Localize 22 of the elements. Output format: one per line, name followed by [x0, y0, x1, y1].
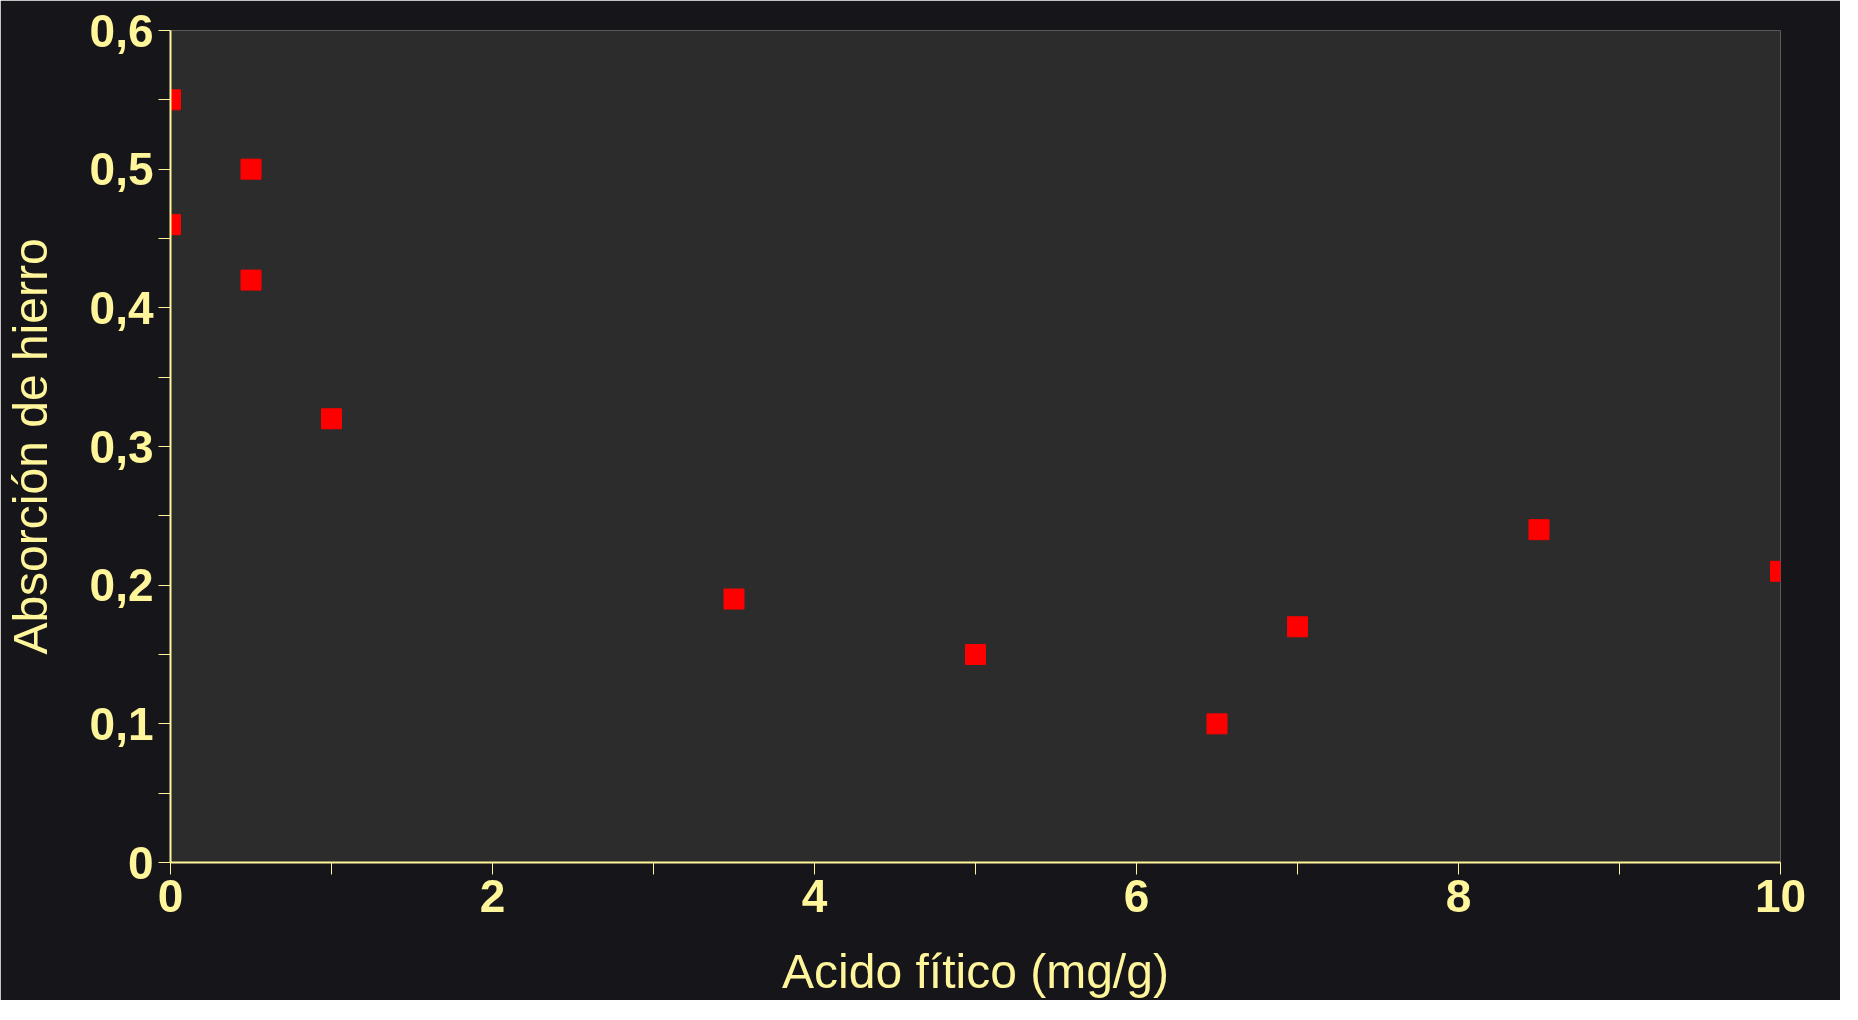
y-tick-label: 0,5 — [89, 143, 154, 196]
y-tick-label: 0,6 — [89, 4, 154, 57]
x-axis-title: Acido fítico (mg/g) — [782, 944, 1169, 998]
y-tick-label: 0,1 — [89, 697, 154, 750]
point — [240, 158, 262, 180]
y-tick-label: 0,4 — [89, 281, 154, 334]
x-tick-label: 8 — [1445, 869, 1472, 922]
y-tick-label: 0 — [127, 836, 154, 889]
point — [240, 269, 262, 291]
point — [1206, 713, 1228, 735]
point — [723, 588, 745, 610]
y-axis-title: Absorción de hierro — [3, 238, 57, 655]
x-tick-label: 6 — [1123, 869, 1150, 922]
point — [1528, 519, 1550, 541]
point — [1287, 616, 1308, 638]
y-tick-label: 0,3 — [89, 420, 154, 473]
x-tick-label: 4 — [801, 869, 828, 922]
y-tick-label: 0,2 — [89, 559, 154, 612]
x-tick-label: 2 — [479, 869, 506, 922]
point — [965, 644, 986, 665]
x-tick-label: 10 — [1754, 869, 1807, 922]
point — [321, 408, 342, 430]
